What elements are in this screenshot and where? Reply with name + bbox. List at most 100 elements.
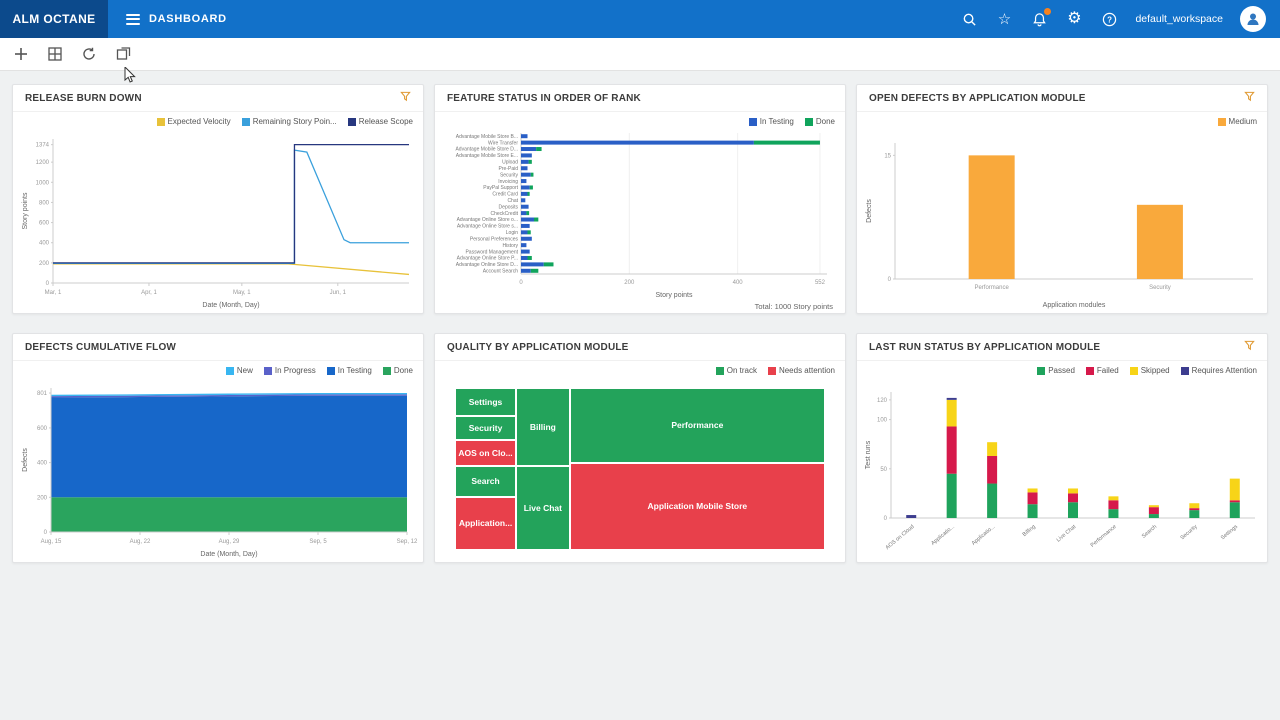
svg-text:600: 600: [37, 426, 48, 432]
refresh-icon[interactable]: [80, 45, 98, 63]
total-story-points: Total: 1000 Story points: [754, 302, 833, 311]
legend-item[interactable]: Release Scope: [347, 117, 413, 126]
help-icon[interactable]: ?: [1100, 10, 1118, 28]
svg-text:Advantage Online Store D...: Advantage Online Store D...: [456, 262, 518, 268]
svg-text:CheckCredit: CheckCredit: [490, 211, 518, 217]
treemap-tile[interactable]: Application Mobile Store: [569, 462, 825, 550]
svg-text:Performance: Performance: [974, 285, 1009, 291]
svg-text:Live Chat: Live Chat: [1056, 524, 1078, 544]
dashboard-toolbar: [0, 38, 1280, 71]
settings-gear-icon[interactable]: ⚙: [1067, 10, 1082, 27]
layout-grid-icon[interactable]: [46, 45, 64, 63]
svg-text:1374: 1374: [36, 143, 50, 149]
svg-text:200: 200: [624, 280, 635, 286]
treemap-tile[interactable]: Settings: [455, 388, 517, 416]
svg-text:?: ?: [1107, 15, 1112, 24]
user-avatar[interactable]: [1240, 6, 1266, 32]
treemap-tile[interactable]: Application...: [455, 496, 517, 550]
svg-text:Sep, 12: Sep, 12: [397, 539, 418, 545]
card-title-cumulative-flow: DEFECTS CUMULATIVE FLOW: [25, 341, 177, 353]
treemap-tile[interactable]: Billing: [516, 388, 570, 466]
svg-text:552: 552: [815, 280, 826, 286]
svg-text:Test runs: Test runs: [865, 440, 872, 469]
notifications-bell-icon[interactable]: [1030, 7, 1053, 28]
svg-text:Story points: Story points: [656, 292, 693, 299]
svg-text:Security: Security: [1180, 524, 1199, 542]
svg-text:Search: Search: [1141, 524, 1158, 540]
legend-item[interactable]: Remaining Story Poin...: [241, 117, 337, 126]
legend-item[interactable]: Skipped: [1129, 366, 1170, 375]
legend-item[interactable]: In Testing: [748, 117, 794, 126]
svg-text:Applicatio...: Applicatio...: [971, 524, 997, 547]
svg-text:100: 100: [877, 418, 888, 424]
search-icon[interactable]: [960, 10, 978, 28]
treemap-tile[interactable]: Search: [455, 465, 517, 497]
svg-text:Chat: Chat: [507, 198, 518, 204]
svg-text:PayPal Support: PayPal Support: [483, 185, 518, 191]
legend-label: In Testing: [759, 117, 794, 126]
legend-swatch: [748, 117, 757, 126]
svg-text:Defects: Defects: [22, 448, 29, 472]
svg-text:200: 200: [39, 261, 50, 267]
legend-item[interactable]: Medium: [1217, 117, 1257, 126]
treemap-tile[interactable]: Security: [455, 415, 517, 440]
add-widget-icon[interactable]: [12, 45, 30, 63]
legend-item[interactable]: On track: [715, 366, 757, 375]
last-run-legend: Passed Failed Skipped Requires Attention: [1037, 366, 1257, 375]
legend-label: In Progress: [274, 366, 316, 375]
legend-item[interactable]: New: [225, 366, 253, 375]
quality-legend: On track Needs attention: [715, 366, 835, 375]
filter-icon[interactable]: [400, 89, 411, 107]
dashboard-options-icon[interactable]: [114, 45, 132, 63]
legend-item[interactable]: In Testing: [326, 366, 372, 375]
svg-text:Defects: Defects: [866, 199, 873, 223]
legend-swatch: [1129, 366, 1138, 375]
treemap-tile[interactable]: AOS on Clo...: [455, 439, 517, 466]
legend-item[interactable]: Done: [804, 117, 835, 126]
last-run-chart: 0 50 100 120 AOS on Cloud Applicatio... Applic…: [861, 380, 1263, 560]
svg-text:600: 600: [39, 221, 50, 227]
card-open-defects: OPEN DEFECTS BY APPLICATION MODULE Mediu…: [856, 84, 1268, 314]
svg-text:History: History: [502, 243, 518, 249]
svg-text:Advantage Online Store o...: Advantage Online Store o...: [457, 217, 518, 223]
legend-label: Remaining Story Poin...: [252, 117, 337, 126]
legend-swatch: [715, 366, 724, 375]
legend-swatch: [225, 366, 234, 375]
burndown-chart: 0 200 400 600 800 1000 1200 1374 Mar, 1 Apr, 1 May…: [17, 131, 419, 311]
svg-text:Settings: Settings: [1220, 524, 1239, 542]
legend-item[interactable]: Requires Attention: [1180, 366, 1257, 375]
filter-icon[interactable]: [1244, 338, 1255, 356]
workspace-selector[interactable]: default_workspace: [1135, 13, 1223, 25]
hamburger-menu-icon[interactable]: [126, 13, 140, 25]
legend-item[interactable]: Expected Velocity: [156, 117, 231, 126]
svg-text:0: 0: [888, 277, 892, 283]
svg-text:Invoicing: Invoicing: [498, 179, 518, 185]
svg-text:200: 200: [37, 495, 48, 501]
legend-item[interactable]: Passed: [1037, 366, 1075, 375]
legend-item[interactable]: In Progress: [263, 366, 316, 375]
card-feature-status: FEATURE STATUS IN ORDER OF RANK In Testi…: [434, 84, 846, 314]
legend-label: Medium: [1228, 117, 1257, 126]
legend-item[interactable]: Failed: [1085, 366, 1119, 375]
feature-status-chart: 0 200 400 552 Advantage Mobile Store B... Wir…: [439, 131, 841, 300]
cumulative-flow-chart: 0 200 400 600 801 Aug, 15 Aug, 22 Aug, 29 Sep, 5…: [17, 380, 419, 560]
svg-text:Advantage Online Store s...: Advantage Online Store s...: [457, 224, 518, 230]
treemap-tile[interactable]: Live Chat: [516, 465, 570, 550]
nav-dashboard[interactable]: DASHBOARD: [126, 13, 227, 25]
treemap-tile[interactable]: Performance: [569, 388, 825, 463]
svg-text:Application modules: Application modules: [1043, 302, 1106, 309]
favorites-star-icon[interactable]: ☆: [997, 10, 1012, 28]
card-title-quality: QUALITY BY APPLICATION MODULE: [447, 341, 629, 353]
card-title-last-run: LAST RUN STATUS BY APPLICATION MODULE: [869, 341, 1101, 353]
filter-icon[interactable]: [1244, 89, 1255, 107]
nav-dashboard-label: DASHBOARD: [149, 13, 227, 25]
legend-item[interactable]: Needs attention: [767, 366, 835, 375]
svg-text:Billing: Billing: [1022, 524, 1037, 538]
legend-label: Release Scope: [358, 117, 413, 126]
svg-text:Sep, 5: Sep, 5: [309, 539, 327, 545]
legend-item[interactable]: Done: [382, 366, 413, 375]
svg-text:Aug, 29: Aug, 29: [219, 539, 240, 545]
legend-swatch: [1085, 366, 1094, 375]
burndown-legend: Expected Velocity Remaining Story Poin...…: [156, 117, 413, 126]
legend-swatch: [1217, 117, 1226, 126]
